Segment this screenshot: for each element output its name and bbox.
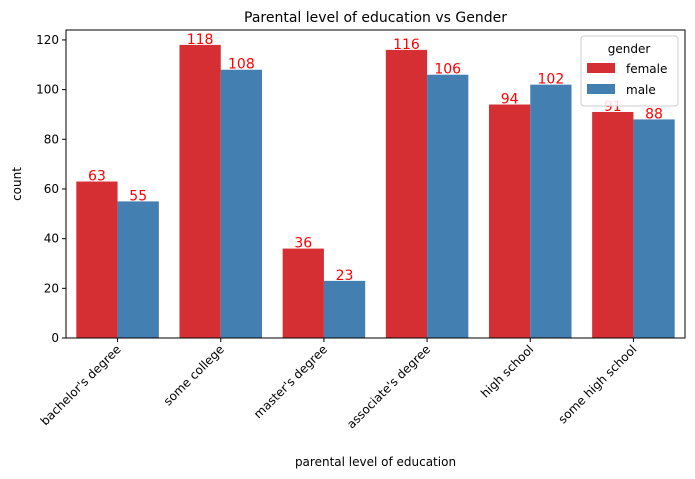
bar-female — [488, 104, 531, 338]
y-tick-label: 40 — [44, 232, 59, 246]
bars — [76, 44, 675, 338]
data-label-male: 108 — [228, 57, 255, 73]
bar-female — [76, 181, 118, 338]
x-tick-label: some college — [161, 342, 227, 408]
bar-male — [633, 119, 675, 338]
bar-female — [592, 111, 634, 338]
data-label-male: 55 — [129, 188, 147, 204]
legend-swatch-male — [587, 84, 615, 94]
bar-male — [220, 69, 263, 338]
legend-title: gender — [608, 42, 651, 56]
y-axis-ticks: 0 20 40 60 80 100 120 — [36, 33, 66, 345]
data-label-female: 118 — [187, 32, 214, 48]
x-axis-ticks: bachelor's degree some college master's de… — [38, 338, 640, 431]
bar-male — [117, 201, 159, 338]
bar-male — [323, 280, 366, 338]
legend: gender female male — [580, 35, 679, 107]
data-label-female: 94 — [501, 92, 519, 108]
data-label-female: 116 — [393, 37, 420, 53]
y-tick-label: 100 — [36, 83, 59, 97]
x-tick-label: master's degree — [251, 342, 330, 421]
y-axis-title: count — [10, 167, 24, 201]
legend-label-male: male — [626, 83, 656, 97]
bar-female — [179, 44, 221, 338]
y-tick-label: 0 — [51, 331, 59, 345]
data-label-male: 102 — [538, 72, 565, 88]
data-label-female: 36 — [294, 236, 312, 252]
data-label-male: 88 — [645, 106, 663, 122]
bar-female — [282, 248, 324, 338]
legend-label-female: female — [626, 62, 667, 76]
axes — [65, 29, 686, 339]
x-tick-label: high school — [478, 342, 536, 400]
bar-male — [427, 74, 469, 338]
plot-frame — [65, 29, 686, 339]
bar-male — [530, 84, 572, 338]
data-label-male: 106 — [434, 62, 461, 78]
data-label-male: 23 — [336, 268, 354, 284]
data-label-female: 63 — [88, 169, 106, 185]
y-tick-label: 20 — [44, 281, 59, 295]
bar-female — [385, 49, 428, 338]
x-tick-label: associate's degree — [344, 342, 433, 431]
chart-title: Parental level of education vs Gender — [244, 10, 507, 26]
legend-swatch-female — [587, 63, 615, 73]
x-axis-title: parental level of education — [295, 455, 456, 469]
y-tick-label: 80 — [44, 132, 59, 146]
x-tick-label: bachelor's degree — [38, 342, 124, 428]
y-tick-label: 60 — [44, 182, 59, 196]
y-tick-label: 120 — [36, 33, 59, 47]
x-tick-label: some high school — [555, 342, 639, 426]
